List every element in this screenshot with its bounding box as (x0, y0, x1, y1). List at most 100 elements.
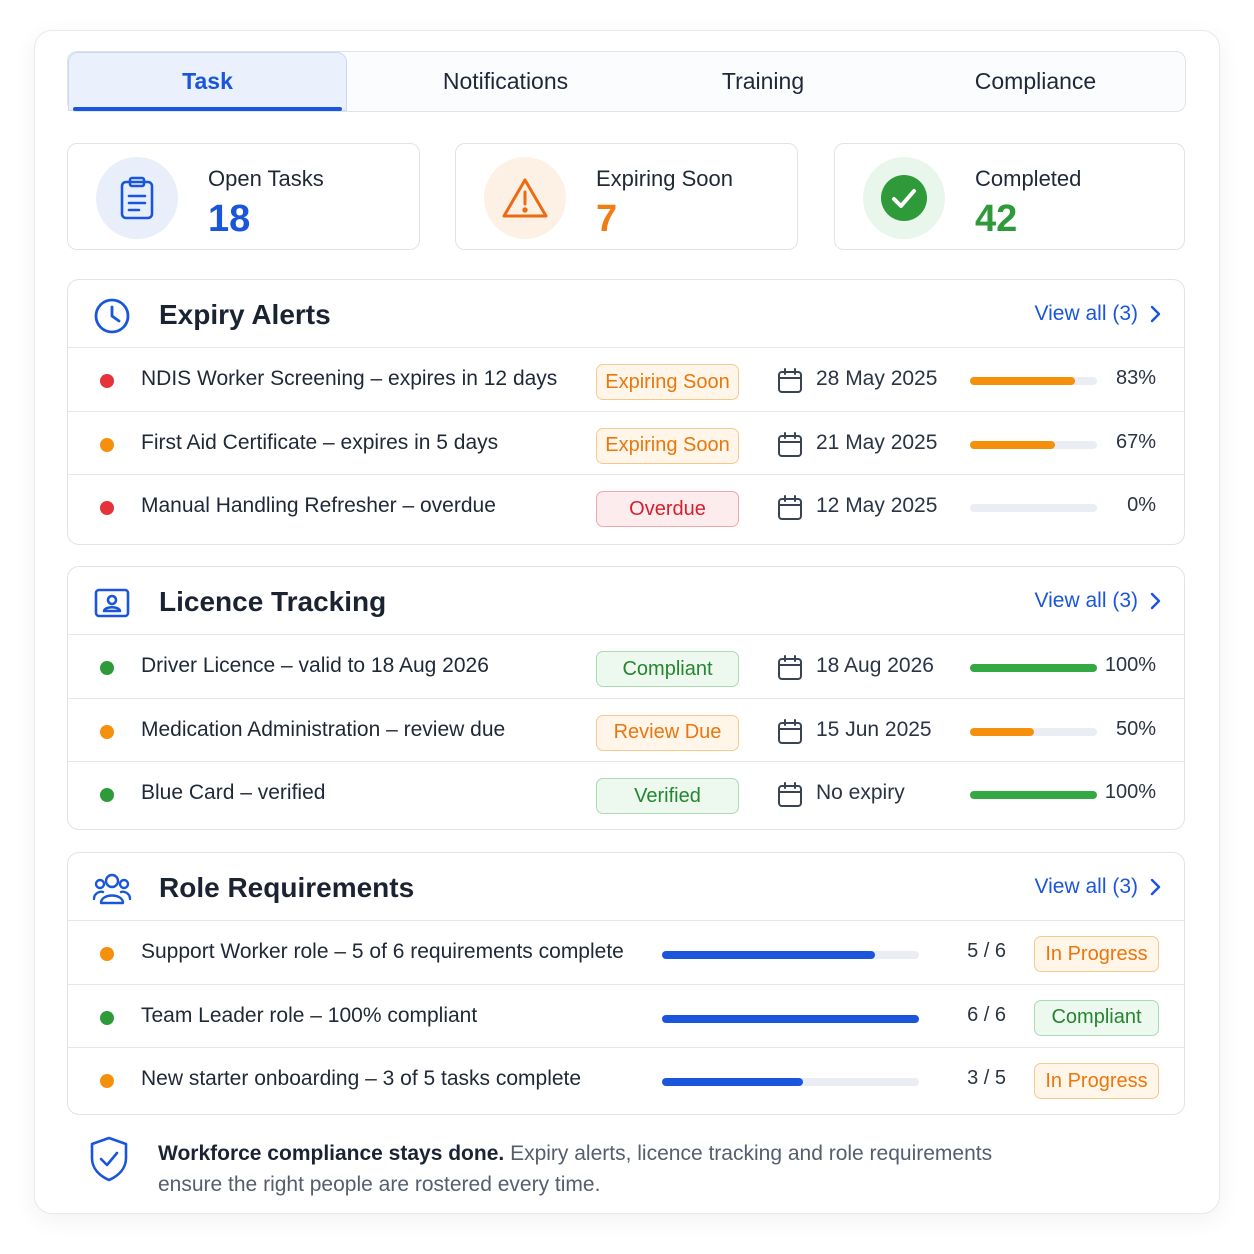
view-all-link[interactable]: View all (3) (1035, 875, 1162, 899)
status-dot (100, 1010, 114, 1025)
role-requirements-section: Role Requirements View all (3) Support W… (67, 852, 1185, 1115)
stat-value: 7 (596, 198, 618, 240)
section-header: Role Requirements View all (3) (68, 853, 1184, 921)
warning-icon (484, 157, 566, 239)
footer-bold: Workforce compliance stays done. (158, 1142, 505, 1165)
progress-fill (970, 791, 1097, 799)
chevron-right-icon (1150, 305, 1161, 323)
list-item[interactable]: New starter onboarding – 3 of 5 tasks co… (68, 1048, 1184, 1112)
shield-check-icon (90, 1136, 128, 1182)
section-title: Licence Tracking (159, 586, 387, 617)
progress-fill (662, 1078, 804, 1086)
requirement-count: 5 / 6 (967, 940, 1006, 962)
item-title: Manual Handling Refresher – overdue (141, 494, 496, 517)
list-item[interactable]: First Aid Certificate – expires in 5 day… (68, 412, 1184, 475)
progress-fill (970, 727, 1034, 736)
list-item[interactable]: Blue Card – verified Verified No expiry 100… (68, 762, 1184, 826)
requirement-count: 3 / 5 (967, 1067, 1006, 1089)
status-badge: Overdue (596, 491, 739, 527)
progress-percent: 100% (1104, 781, 1156, 803)
status-badge: Review Due (596, 714, 739, 751)
progress-bar (970, 791, 1097, 799)
item-title: Team Leader role – 100% compliant (141, 1003, 478, 1027)
progress-percent: 50% (1115, 717, 1156, 740)
item-title: Support Worker role – 5 of 6 requirement… (141, 940, 624, 963)
stat-label: Completed (975, 166, 1082, 191)
section-title: Expiry Alerts (159, 299, 331, 330)
status-badge: Expiring Soon (596, 427, 739, 464)
list-item[interactable]: Support Worker role – 5 of 6 requirement… (68, 921, 1184, 985)
status-badge: Compliant (1034, 999, 1159, 1036)
stat-card-completed[interactable]: Completed 42 (834, 143, 1185, 250)
list-item[interactable]: Team Leader role – 100% compliant 6 / 6 Co… (68, 985, 1184, 1048)
tab-compliance[interactable]: Compliance (974, 68, 1097, 94)
progress-fill (662, 1014, 919, 1023)
progress-percent: 67% (1115, 430, 1156, 453)
licence-tracking-section: Licence Tracking View all (3) Driver Lic… (67, 566, 1185, 830)
status-badge: Compliant (596, 651, 739, 687)
stat-label: Expiring Soon (596, 166, 733, 191)
calendar-icon (777, 655, 803, 681)
status-dot (100, 501, 114, 515)
progress-bar (970, 727, 1097, 736)
stat-value: 42 (975, 198, 1018, 240)
stat-card-open-tasks[interactable]: Open Tasks 18 (67, 143, 420, 250)
footer-message: Workforce compliance stays done. Expiry … (158, 1138, 1018, 1200)
view-all-link[interactable]: View all (3) (1035, 302, 1162, 326)
tab-training[interactable]: Training (721, 68, 805, 94)
progress-bar (970, 664, 1097, 672)
list-item[interactable]: Driver Licence – valid to 18 Aug 2026 Com… (68, 635, 1184, 699)
progress-fill (970, 440, 1056, 449)
id-card-icon (94, 588, 130, 618)
progress-fill (970, 377, 1076, 385)
status-dot (100, 724, 114, 739)
status-badge: In Progress (1034, 936, 1159, 972)
status-dot (100, 374, 114, 388)
status-dot (100, 947, 114, 961)
clipboard-icon (96, 157, 178, 239)
item-title: NDIS Worker Screening – expires in 12 da… (141, 367, 558, 390)
progress-percent: 83% (1115, 367, 1156, 389)
progress-bar (662, 1078, 919, 1086)
view-all-label: View all (3) (1034, 302, 1138, 325)
calendar-icon (777, 431, 803, 458)
section-header: Expiry Alerts View all (3) (68, 280, 1184, 348)
expiry-alerts-section: Expiry Alerts View all (3) NDIS Worker S… (67, 279, 1185, 545)
calendar-icon (777, 495, 803, 521)
stat-label: Open Tasks (208, 166, 324, 191)
status-badge: In Progress (1034, 1063, 1159, 1099)
item-title: Driver Licence – valid to 18 Aug 2026 (141, 654, 489, 677)
clock-icon (94, 298, 130, 334)
item-date: 28 May 2025 (816, 367, 938, 390)
tab-notifications[interactable]: Notifications (442, 68, 569, 94)
status-dot (100, 1074, 114, 1088)
progress-fill (662, 951, 876, 959)
list-item[interactable]: Manual Handling Refresher – overdue Overd… (68, 475, 1184, 539)
item-date: 21 May 2025 (816, 430, 938, 454)
progress-fill (970, 664, 1097, 672)
progress-bar (970, 440, 1097, 449)
item-title: Blue Card – verified (141, 781, 326, 804)
status-dot (100, 437, 114, 452)
view-all-link[interactable]: View all (3) (1035, 589, 1162, 613)
progress-bar (662, 951, 919, 959)
tab-task[interactable]: Task (68, 52, 347, 111)
status-dot (100, 661, 114, 675)
stat-card-expiring-soon[interactable]: Expiring Soon 7 (455, 143, 798, 250)
item-date: 18 Aug 2026 (816, 654, 934, 677)
section-header: Licence Tracking View all (3) (68, 567, 1184, 635)
item-date: 15 Jun 2025 (816, 717, 932, 741)
item-title: New starter onboarding – 3 of 5 tasks co… (141, 1067, 582, 1090)
calendar-icon (777, 718, 803, 745)
users-icon (92, 873, 132, 905)
item-title: Medication Administration – review due (141, 717, 506, 741)
progress-bar (970, 504, 1097, 512)
list-item[interactable]: NDIS Worker Screening – expires in 12 da… (68, 348, 1184, 412)
list-item[interactable]: Medication Administration – review due Re… (68, 699, 1184, 762)
section-title: Role Requirements (159, 872, 415, 903)
progress-bar (662, 1014, 919, 1023)
status-badge: Verified (596, 778, 739, 814)
tab-bar: Task Notifications Training Compliance (67, 51, 1186, 112)
progress-percent: 0% (1127, 494, 1156, 516)
chevron-right-icon (1150, 878, 1161, 896)
